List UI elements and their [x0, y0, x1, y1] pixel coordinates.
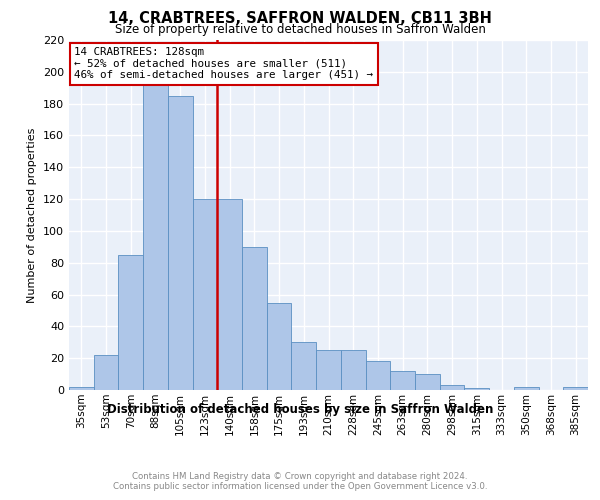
Bar [168, 96, 193, 390]
Bar [69, 387, 94, 390]
Bar [415, 374, 440, 390]
Bar [514, 387, 539, 390]
Bar [193, 199, 217, 390]
Bar [217, 199, 242, 390]
Bar [292, 342, 316, 390]
Text: Distribution of detached houses by size in Saffron Walden: Distribution of detached houses by size … [107, 402, 493, 415]
Bar [118, 255, 143, 390]
Y-axis label: Number of detached properties: Number of detached properties [28, 128, 37, 302]
Bar [563, 387, 588, 390]
Bar [341, 350, 365, 390]
Bar [267, 302, 292, 390]
Bar [390, 371, 415, 390]
Bar [242, 247, 267, 390]
Bar [143, 72, 168, 390]
Text: Size of property relative to detached houses in Saffron Walden: Size of property relative to detached ho… [115, 22, 485, 36]
Bar [316, 350, 341, 390]
Bar [365, 362, 390, 390]
Text: 14, CRABTREES, SAFFRON WALDEN, CB11 3BH: 14, CRABTREES, SAFFRON WALDEN, CB11 3BH [108, 11, 492, 26]
Text: Contains HM Land Registry data © Crown copyright and database right 2024.
Contai: Contains HM Land Registry data © Crown c… [113, 472, 487, 491]
Bar [94, 355, 118, 390]
Text: 14 CRABTREES: 128sqm
← 52% of detached houses are smaller (511)
46% of semi-deta: 14 CRABTREES: 128sqm ← 52% of detached h… [74, 47, 373, 80]
Bar [464, 388, 489, 390]
Bar [440, 385, 464, 390]
